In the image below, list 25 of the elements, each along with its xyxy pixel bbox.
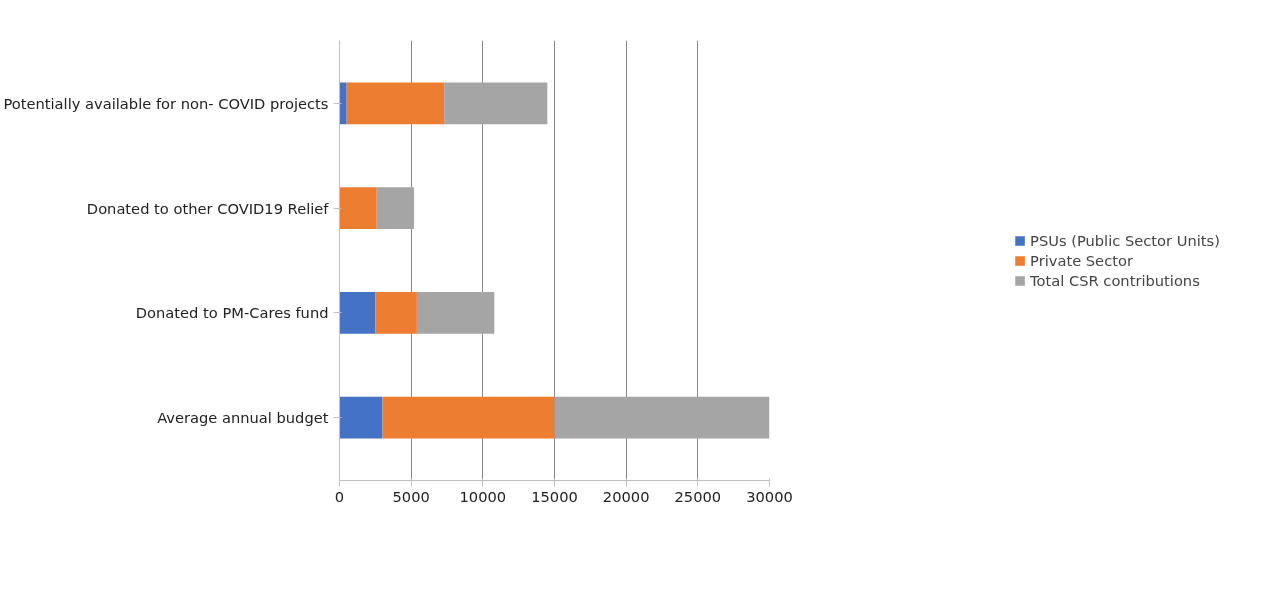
bar <box>444 82 548 125</box>
bar <box>346 82 445 125</box>
bar <box>375 291 417 334</box>
x-tick-label: 5000 <box>392 487 430 505</box>
x-tick-label: 10000 <box>459 487 507 505</box>
legend-label: Private Sector <box>1030 251 1133 269</box>
legend-label: Total CSR contributions <box>1030 271 1200 289</box>
bar <box>339 82 347 125</box>
legend-label: PSUs (Public Sector Units) <box>1030 231 1220 249</box>
bar <box>339 396 383 439</box>
y-tick-label: Donated to PM-Cares fund <box>135 304 329 322</box>
x-tick-label: 20000 <box>602 487 650 505</box>
x-tick-label: 0 <box>334 487 345 505</box>
bar <box>339 187 377 230</box>
bar <box>416 291 495 334</box>
bar <box>339 291 376 334</box>
x-tick-label: 30000 <box>746 487 793 505</box>
bar <box>554 396 770 439</box>
bar <box>382 396 555 439</box>
bar <box>376 187 415 230</box>
x-tick-label: 15000 <box>531 487 578 505</box>
x-tick-label: 25000 <box>674 487 722 505</box>
y-tick-label: Average annual budget <box>157 409 329 427</box>
y-tick-label: Potentially available for non- COVID projects <box>3 94 329 112</box>
y-tick-label: Donated to other COVID19 Relief <box>86 199 330 217</box>
